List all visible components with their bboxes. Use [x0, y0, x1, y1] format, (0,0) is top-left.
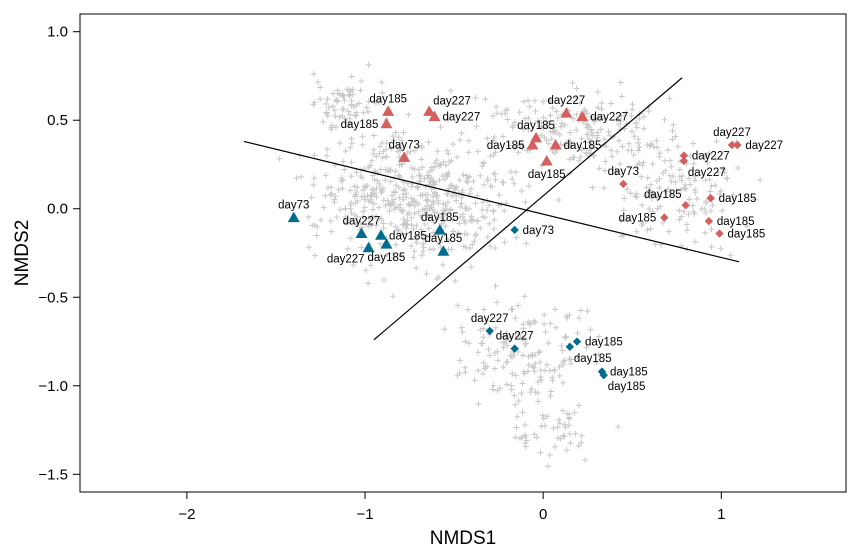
- y-tick-label: 1.0: [47, 24, 68, 41]
- sample-points: [287, 105, 742, 380]
- axis-line-b: [373, 77, 683, 341]
- triangle-marker: [398, 151, 411, 162]
- diamond-marker: [510, 225, 519, 235]
- plot-frame: [79, 13, 847, 493]
- point-label: day227: [471, 313, 509, 325]
- triangle-marker: [540, 154, 553, 166]
- diamond-marker: [706, 193, 715, 203]
- y-tick-label: −1.0: [38, 378, 68, 395]
- point-label: day227: [688, 167, 726, 179]
- point-label: day185: [425, 233, 463, 245]
- point-label: day227: [547, 95, 585, 107]
- point-label: day185: [717, 216, 755, 228]
- point-label: day185: [341, 119, 379, 131]
- point-label: day73: [608, 166, 639, 178]
- point-label: day227: [442, 112, 480, 124]
- point-label: day185: [368, 252, 406, 264]
- point-labels: day185day185day227day227day73day227day22…: [278, 93, 783, 393]
- point-label: day227: [496, 331, 534, 343]
- triangle-marker: [576, 110, 589, 122]
- diamond-marker: [619, 179, 628, 189]
- point-label: day185: [610, 367, 648, 379]
- y-axis-title: NMDS2: [12, 220, 33, 287]
- diamond-marker: [727, 140, 737, 150]
- diamond-marker: [679, 156, 689, 166]
- point-label: day227: [433, 95, 471, 107]
- point-label: day185: [728, 229, 766, 241]
- triangle-marker: [423, 105, 436, 116]
- diamond-marker: [485, 326, 494, 336]
- point-label: day185: [517, 120, 555, 132]
- point-label: day185: [585, 337, 623, 349]
- point-label: day185: [487, 140, 525, 152]
- x-axis-title: NMDS1: [430, 528, 497, 549]
- diamond-marker: [704, 216, 714, 226]
- y-tick-label: 0.0: [47, 201, 68, 218]
- triangle-marker: [437, 245, 450, 256]
- point-label: day185: [719, 193, 757, 205]
- point-label: day73: [523, 225, 554, 237]
- diamond-marker: [510, 344, 519, 353]
- triangle-marker: [549, 139, 562, 150]
- triangle-marker: [560, 107, 573, 118]
- x-tick-label: −2: [178, 506, 195, 523]
- triangle-marker: [428, 110, 441, 122]
- y-tick-label: −1.5: [38, 466, 68, 483]
- y-tick-label: −0.5: [38, 289, 68, 306]
- point-label: day185: [528, 169, 566, 181]
- point-label: day185: [619, 213, 657, 225]
- triangle-marker: [287, 211, 300, 223]
- diamond-marker: [565, 342, 575, 352]
- diamond-marker: [733, 140, 742, 150]
- axis-line-a: [243, 140, 740, 263]
- x-tick-label: −1: [356, 506, 373, 523]
- diamond-marker: [572, 337, 582, 346]
- triangle-marker: [433, 223, 446, 235]
- diamond-marker: [660, 213, 669, 222]
- point-label: day227: [745, 140, 783, 152]
- point-label: day185: [574, 353, 612, 365]
- diamond-marker: [681, 201, 690, 210]
- triangle-marker: [380, 238, 393, 249]
- triangle-marker: [375, 229, 388, 240]
- point-label: day73: [278, 200, 309, 212]
- point-label: day185: [564, 140, 602, 152]
- diamond-marker: [679, 151, 689, 160]
- triangle-marker: [380, 117, 393, 129]
- x-axis: −2 −1 0 1: [178, 492, 725, 523]
- ordination-lines: [243, 77, 740, 341]
- diamond-marker: [715, 229, 724, 238]
- point-label: day185: [644, 189, 682, 201]
- triangle-marker: [362, 241, 375, 253]
- point-label: day227: [692, 151, 730, 163]
- point-label: day73: [389, 139, 420, 151]
- point-label: day185: [608, 381, 646, 393]
- x-tick-label: 1: [717, 506, 725, 523]
- triangle-marker: [355, 227, 368, 239]
- point-label: day227: [713, 127, 751, 139]
- point-label: day185: [369, 93, 407, 105]
- triangle-marker: [526, 139, 539, 150]
- y-tick-label: 0.5: [47, 112, 68, 129]
- point-label: day185: [421, 212, 459, 224]
- point-label: day227: [343, 216, 381, 228]
- point-label: day185: [389, 230, 427, 242]
- x-tick-label: 0: [539, 506, 547, 523]
- diamond-marker: [599, 370, 608, 380]
- point-label: day227: [327, 254, 365, 266]
- triangle-marker: [530, 131, 543, 143]
- triangle-marker: [382, 105, 395, 116]
- point-label: day227: [590, 112, 628, 124]
- y-axis: 1.0 0.5 0.0 −0.5 −1.0 −1.5: [38, 24, 80, 483]
